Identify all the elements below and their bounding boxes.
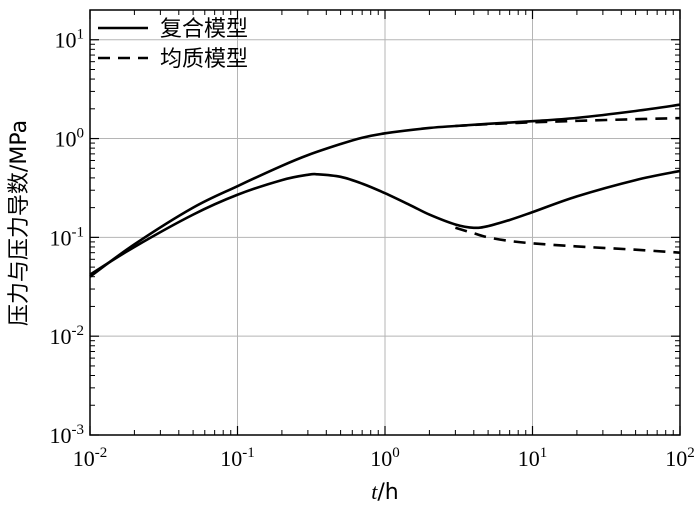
x-tick-base: 10 — [73, 446, 95, 471]
y-tick-label: 101 — [55, 27, 85, 53]
x-tick-label: 102 — [665, 445, 695, 471]
y-tick-base: 10 — [50, 225, 72, 250]
y-tick-exponent: 1 — [77, 27, 85, 43]
x-tick-exponent: -1 — [242, 445, 255, 461]
x-tick-label: 10-1 — [220, 445, 255, 471]
y-tick-exponent: -3 — [72, 422, 85, 438]
x-tick-label: 10-2 — [73, 445, 108, 471]
y-tick-exponent: -2 — [72, 323, 85, 339]
legend: 复合模型 均质模型 — [98, 17, 248, 72]
homogeneous-derivative-line — [455, 226, 681, 254]
legend-label-composite: 复合模型 — [160, 17, 248, 42]
x-axis-var: t — [371, 479, 378, 504]
composite-pressure-line — [89, 103, 681, 278]
y-tick-base: 10 — [55, 127, 77, 152]
x-tick-exponent: 1 — [540, 445, 548, 461]
x-tick-exponent: 0 — [392, 445, 400, 461]
y-tick-label: 10-3 — [50, 422, 85, 448]
grid — [90, 10, 680, 435]
x-tick-exponent: -2 — [95, 445, 108, 461]
y-tick-exponent: -1 — [72, 224, 85, 240]
x-tick-exponent: 2 — [687, 445, 695, 461]
x-tick-base: 10 — [665, 446, 687, 471]
x-tick-label: 100 — [370, 445, 400, 471]
legend-label-homogeneous: 均质模型 — [160, 47, 248, 72]
y-tick-base: 10 — [50, 324, 72, 349]
x-tick-base: 10 — [370, 446, 392, 471]
homogeneous-pressure-line — [455, 116, 681, 128]
ticks — [89, 10, 681, 436]
composite-derivative-line — [89, 169, 681, 276]
x-tick-label: 101 — [518, 445, 548, 471]
y-tick-exponent: 0 — [77, 126, 85, 142]
y-tick-base: 10 — [50, 423, 72, 448]
y-tick-label: 100 — [55, 126, 85, 152]
y-tick-label: 10-1 — [50, 224, 85, 250]
x-tick-base: 10 — [518, 446, 540, 471]
y-tick-label: 10-2 — [50, 323, 85, 349]
x-tick-base: 10 — [220, 446, 242, 471]
series-layer — [89, 103, 681, 278]
y-tick-base: 10 — [55, 28, 77, 53]
x-axis-label: t/h — [371, 479, 398, 505]
x-axis-unit: /h — [377, 480, 398, 505]
y-axis-label: 压力与压力导数/MPa — [7, 120, 32, 326]
